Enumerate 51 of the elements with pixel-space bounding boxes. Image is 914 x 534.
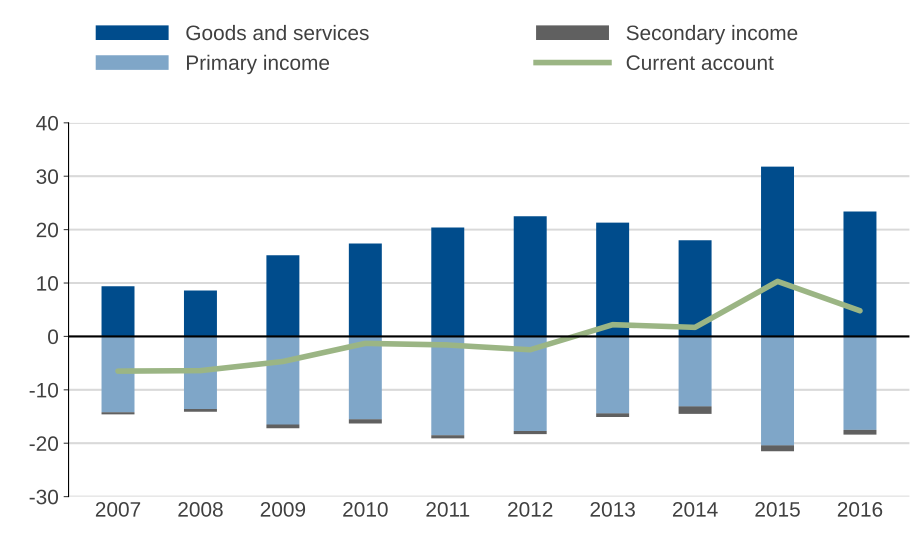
legend-label: Current account (626, 55, 774, 70)
bar (843, 430, 876, 435)
y-tick-label: -30 (30, 490, 58, 504)
bar (514, 430, 547, 434)
bar (678, 240, 712, 336)
x-tick-label: 2008 (178, 502, 223, 517)
x-tick-label: 2009 (260, 502, 306, 517)
x-tick-label: 2012 (508, 502, 552, 517)
bar (184, 409, 217, 412)
x-tick-label: 2015 (755, 502, 800, 517)
x-tick-label: 2007 (96, 502, 140, 517)
bar (184, 336, 217, 410)
bar (596, 222, 630, 336)
bar (266, 336, 300, 425)
bar (348, 336, 382, 420)
bar (761, 445, 794, 452)
bar (761, 336, 794, 446)
bar (596, 336, 630, 414)
bar (266, 424, 300, 428)
x-tick-label: 2013 (590, 502, 635, 517)
legend-label: Goods and services (186, 24, 369, 40)
y-tick-label: 10 (37, 276, 58, 291)
bar (678, 336, 712, 406)
x-tick-label: 2010 (343, 502, 388, 517)
bar (102, 286, 134, 336)
legend-label: Primary income (187, 54, 330, 74)
bar (431, 435, 464, 438)
bar (102, 336, 134, 412)
bar (761, 166, 794, 336)
y-tick-label: 30 (36, 169, 58, 184)
bar (596, 413, 630, 418)
x-tick-label: 2011 (426, 502, 470, 517)
bar (348, 419, 382, 424)
y-tick-label: 0 (48, 329, 58, 344)
y-tick-label: -10 (30, 382, 58, 398)
bar (843, 336, 876, 430)
y-tick-label: 40 (36, 116, 58, 131)
y-tick-label: -20 (30, 436, 58, 451)
bar (514, 216, 547, 336)
bar (514, 336, 547, 431)
bar (184, 290, 217, 336)
legend-label: Secondary income (626, 24, 798, 44)
bar (431, 336, 464, 436)
bar (348, 244, 382, 336)
x-tick-label: 2016 (838, 502, 882, 517)
x-tick-label: 2014 (672, 502, 718, 517)
bar (266, 255, 300, 336)
bar (678, 406, 712, 414)
y-tick-label: 20 (36, 222, 58, 238)
bar (431, 227, 464, 336)
bar (843, 211, 876, 336)
